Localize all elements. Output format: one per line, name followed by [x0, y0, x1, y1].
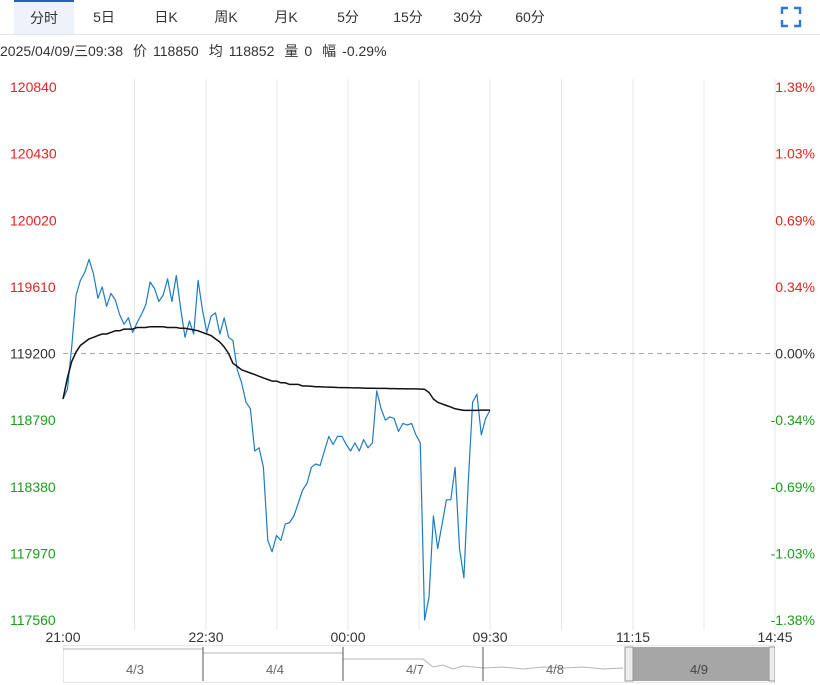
chart-period-tabs: 分时 5日 日K 周K 月K 5分 15分 30分 60分 — [0, 0, 820, 35]
y-tick-label-right: 0.00% — [775, 346, 815, 362]
avg-label: 均 — [208, 43, 223, 59]
quote-info-bar: 2025/04/09/三09:38 价 118850 均 118852 量 0 幅 -0.29% — [0, 35, 820, 67]
y-tick-label-left: 118790 — [10, 412, 56, 428]
tab-30min[interactable]: 30分 — [453, 9, 483, 25]
tab-5day[interactable]: 5日 — [93, 9, 115, 25]
x-tick-label: 21:00 — [45, 629, 80, 645]
tab-weekly-k[interactable]: 周K — [214, 9, 238, 25]
navigator-right-handle[interactable] — [768, 646, 775, 682]
navigator-date-label: 4/4 — [266, 662, 284, 677]
volume-label: 量 — [284, 43, 299, 59]
navigator-date-label: 4/3 — [126, 662, 144, 677]
change-label: 幅 — [322, 43, 337, 59]
tab-daily-k[interactable]: 日K — [154, 9, 178, 25]
y-tick-label-left: 119610 — [10, 279, 56, 295]
y-tick-label-right: -0.34% — [771, 412, 815, 428]
average-price-line — [62, 325, 490, 412]
tab-monthly-k[interactable]: 月K — [274, 9, 298, 25]
y-tick-label-left: 120430 — [10, 146, 57, 162]
y-tick-label-left: 120840 — [10, 79, 57, 95]
volume-value: 0 — [304, 43, 313, 59]
x-tick-label: 14:45 — [757, 629, 792, 645]
y-tick-label-left: 117970 — [10, 545, 56, 561]
navigator-selection[interactable] — [627, 647, 771, 681]
change-value: -0.29% — [342, 43, 387, 59]
tab-15min[interactable]: 15分 — [393, 9, 423, 25]
intraday-price-chart[interactable]: 120840 1.38% 120430 1.03% 120020 0.69% 119610 0… — [0, 68, 820, 645]
y-tick-label-right: 0.34% — [775, 279, 815, 295]
y-tick-label-right: -0.69% — [771, 479, 815, 495]
x-tick-label: 11:15 — [616, 629, 650, 645]
navigator-left-handle[interactable] — [624, 646, 634, 682]
price-label: 价 — [133, 43, 147, 59]
price-value: 118850 — [153, 43, 199, 59]
navigator-date-label: 4/8 — [546, 662, 564, 677]
y-tick-label-right: 1.38% — [775, 79, 815, 95]
date-range-navigator[interactable]: 4/3 4/4 4/7 4/8 4/9 — [63, 645, 775, 683]
y-tick-label-right: -1.03% — [771, 545, 815, 561]
tab-5min[interactable]: 5分 — [337, 9, 359, 25]
fullscreen-icon[interactable] — [780, 6, 802, 28]
x-tick-label: 00:00 — [330, 629, 365, 645]
navigator-date-label: 4/9 — [690, 662, 708, 677]
y-tick-label-right: 0.69% — [775, 212, 815, 228]
x-tick-label: 09:30 — [472, 629, 507, 645]
navigator-date-label: 4/7 — [406, 662, 424, 677]
y-tick-label-right: 1.03% — [775, 146, 815, 162]
x-tick-label: 22:30 — [188, 629, 223, 645]
navigator-sparkline — [63, 648, 624, 670]
avg-value: 118852 — [228, 43, 275, 59]
y-tick-label-right: -1.38% — [771, 612, 815, 628]
y-tick-label-left: 117560 — [10, 612, 56, 628]
y-tick-label-left: 120020 — [10, 212, 57, 228]
tab-intraday[interactable]: 分时 — [14, 0, 74, 34]
quote-datetime: 2025/04/09/三09:38 — [0, 43, 123, 59]
tab-60min[interactable]: 60分 — [515, 9, 545, 25]
y-tick-label-left: 118380 — [10, 479, 56, 495]
y-tick-label-left: 119200 — [10, 346, 56, 362]
